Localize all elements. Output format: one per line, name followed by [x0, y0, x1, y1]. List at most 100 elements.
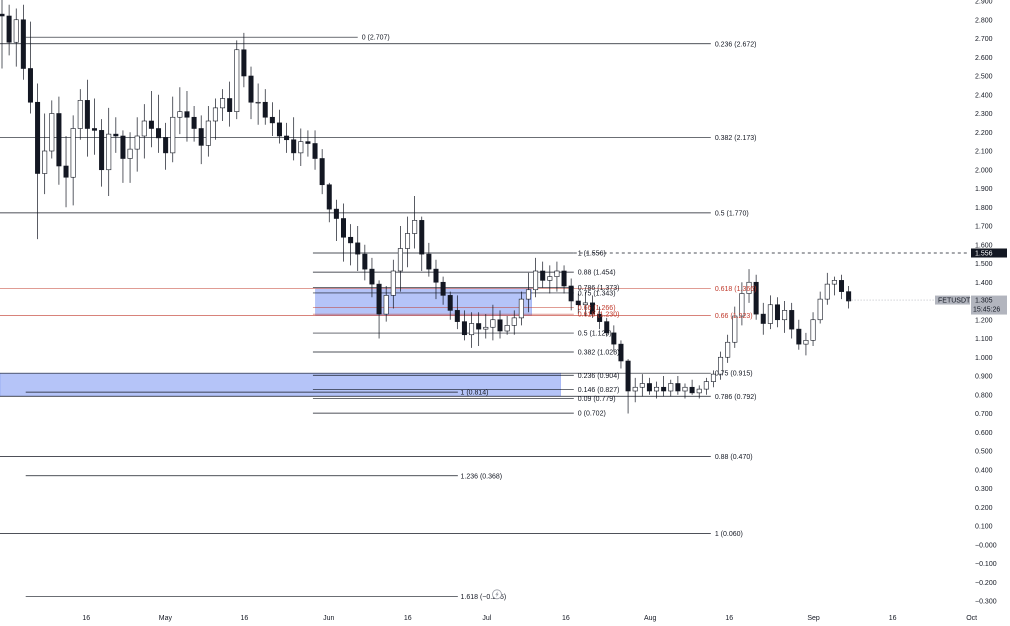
candle-body	[241, 49, 247, 77]
candle	[291, 117, 297, 161]
candle	[276, 109, 282, 144]
y-tick-label: 0.800	[975, 392, 993, 399]
candle-body	[810, 319, 816, 341]
fib-label-2: 0.382 (2.173)	[715, 135, 757, 142]
candle-body	[433, 268, 439, 283]
y-tick-label: 1.900	[975, 186, 993, 193]
candle	[654, 381, 660, 399]
candle	[639, 374, 645, 397]
candle	[739, 282, 745, 326]
candle	[70, 115, 76, 206]
candle-body	[255, 101, 261, 104]
candle	[461, 310, 467, 341]
candle	[725, 334, 731, 363]
candle-body	[803, 340, 809, 345]
candle-body	[70, 128, 76, 178]
last-price-tag[interactable]: 1.305 15:45:26	[971, 295, 1007, 315]
candle-body	[0, 13, 5, 17]
candle	[212, 98, 218, 140]
candle	[789, 302, 795, 339]
candle	[511, 310, 517, 335]
candle-body	[618, 343, 624, 362]
candle-body	[718, 356, 724, 375]
candle-body	[696, 388, 702, 394]
candle-body	[483, 326, 489, 330]
candle-body	[561, 270, 567, 287]
fib-label-8: 0.66 (1.266)	[578, 305, 616, 312]
candle-body	[49, 113, 55, 152]
candle-body	[99, 130, 105, 171]
candle-body	[91, 128, 97, 131]
candle-body	[284, 135, 290, 141]
candle-body	[426, 253, 432, 270]
fib-label-1: 0.236 (2.672)	[715, 41, 757, 48]
y-tick-label: 1.700	[975, 224, 993, 231]
fib-label-24: 1.618 (−0.275)	[460, 594, 506, 601]
lightning-icon[interactable]	[492, 589, 502, 600]
candle-body	[27, 68, 33, 103]
candle-body	[340, 218, 347, 238]
candle-body	[348, 236, 354, 244]
candle-body	[298, 141, 304, 154]
candle-body	[6, 15, 12, 43]
candle-body	[369, 268, 375, 285]
y-tick-label: 1.200	[975, 317, 993, 324]
candle	[284, 122, 290, 153]
candle	[412, 196, 418, 249]
candle-body	[767, 304, 773, 324]
candle	[632, 377, 638, 403]
candle	[305, 130, 311, 157]
candle-body	[405, 233, 411, 249]
candle	[340, 203, 347, 262]
candle-body	[533, 270, 539, 291]
candle-body	[447, 295, 453, 311]
candle-body	[774, 304, 780, 321]
x-tick-label: 16	[725, 615, 733, 622]
candle	[383, 286, 389, 322]
candle-body	[390, 270, 396, 296]
candle	[106, 107, 112, 196]
candle-body	[654, 386, 660, 392]
y-tick-label: 2.500	[975, 74, 993, 81]
candle-body	[227, 98, 233, 112]
candle-body	[568, 285, 574, 302]
candle	[774, 297, 780, 328]
y-tick-label: 0.600	[975, 430, 993, 437]
candle-body	[753, 281, 759, 315]
candle	[540, 261, 546, 288]
candle	[397, 226, 403, 292]
candle-body	[205, 120, 211, 146]
candle-body	[689, 386, 695, 394]
candle	[440, 276, 446, 305]
candle	[817, 291, 823, 324]
candle	[618, 340, 624, 369]
candle	[326, 182, 332, 223]
candle	[668, 379, 674, 397]
fib-label-15: 0 (0.702)	[578, 411, 606, 418]
y-tick-label: 1.600	[975, 242, 993, 249]
candle-body	[490, 319, 496, 328]
candle	[582, 291, 588, 316]
candle	[689, 379, 695, 395]
candle	[63, 136, 69, 208]
candle-body	[120, 135, 126, 159]
candle	[796, 319, 802, 350]
candle-body	[817, 298, 823, 321]
candle	[497, 310, 503, 339]
candle-body	[156, 128, 162, 139]
candle	[20, 4, 26, 80]
candle-body	[383, 295, 389, 315]
fib-label-14: 0.09 (0.779)	[578, 396, 616, 403]
candle	[831, 276, 837, 296]
candle	[27, 21, 33, 114]
candle	[234, 40, 240, 120]
candle	[568, 278, 574, 311]
y-tick-label: 1.000	[975, 355, 993, 362]
candle	[476, 312, 482, 346]
candle	[846, 286, 852, 309]
candle-body	[639, 383, 645, 388]
candle	[682, 383, 688, 399]
candle-body	[625, 360, 631, 392]
candle-body	[20, 19, 26, 69]
